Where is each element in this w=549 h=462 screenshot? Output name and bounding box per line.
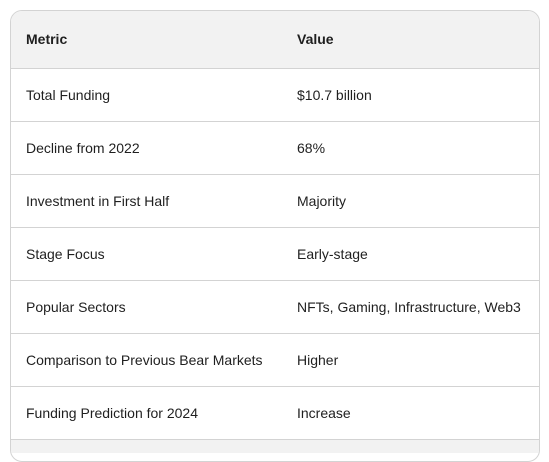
table-row: Stage Focus Early-stage [11, 227, 539, 281]
value-cell: 68% [282, 121, 539, 175]
metric-cell: Popular Sectors [11, 280, 282, 334]
column-header-metric: Metric [11, 11, 282, 69]
metric-cell: Investment in First Half [11, 174, 282, 228]
value-cell: Higher [282, 333, 539, 387]
metric-cell: Funding Prediction for 2024 [11, 386, 282, 440]
table-row: Funding Prediction for 2024 Increase [11, 386, 539, 440]
metric-cell: Decline from 2022 [11, 121, 282, 175]
metrics-table: Metric Value Total Funding $10.7 billion… [11, 11, 539, 453]
table-footer-strip [11, 439, 539, 453]
value-cell: Majority [282, 174, 539, 228]
metric-cell: Comparison to Previous Bear Markets [11, 333, 282, 387]
value-cell: Early-stage [282, 227, 539, 281]
value-cell: $10.7 billion [282, 68, 539, 122]
table-row: Comparison to Previous Bear Markets High… [11, 333, 539, 387]
value-cell: NFTs, Gaming, Infrastructure, Web3 [282, 280, 539, 334]
metric-cell: Total Funding [11, 68, 282, 122]
metric-cell: Stage Focus [11, 227, 282, 281]
data-table-card: Metric Value Total Funding $10.7 billion… [10, 10, 540, 462]
table-row: Investment in First Half Majority [11, 174, 539, 228]
table-row: Popular Sectors NFTs, Gaming, Infrastruc… [11, 280, 539, 334]
table-row: Total Funding $10.7 billion [11, 68, 539, 122]
table-header-row: Metric Value [11, 11, 539, 69]
table-row: Decline from 2022 68% [11, 121, 539, 175]
value-cell: Increase [282, 386, 539, 440]
column-header-value: Value [282, 11, 539, 69]
